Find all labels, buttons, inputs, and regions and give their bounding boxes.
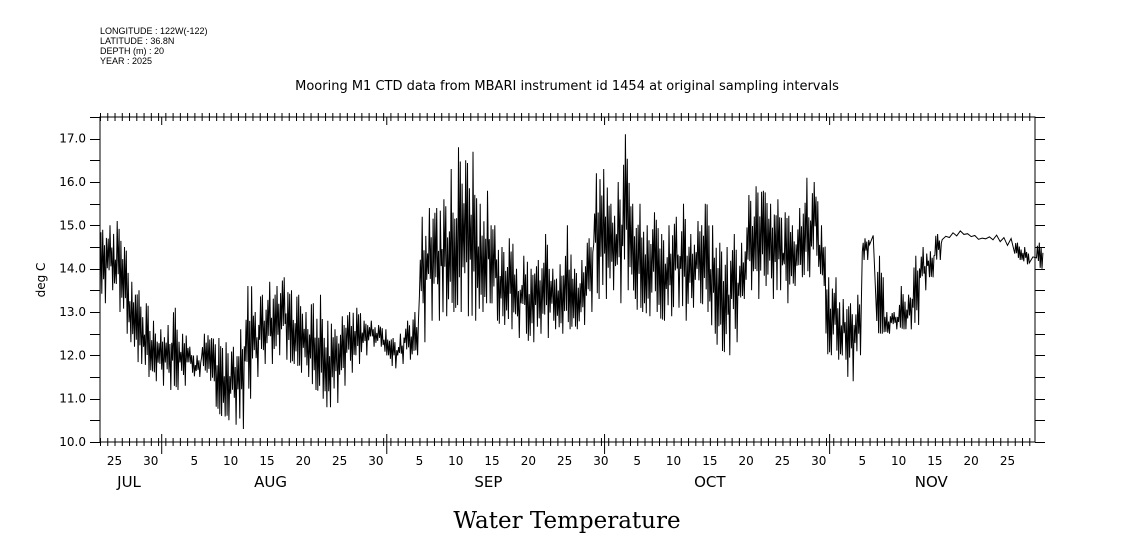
axis-ticks xyxy=(90,113,1045,454)
x-tick-label: 20 xyxy=(296,454,311,468)
x-tick-label: 5 xyxy=(858,454,866,468)
chart-caption: Water Temperature xyxy=(453,508,680,534)
x-tick-label: 30 xyxy=(143,454,158,468)
y-tick-label: 13.0 xyxy=(59,305,86,319)
x-tick-label: 20 xyxy=(738,454,753,468)
x-tick-label: 10 xyxy=(666,454,681,468)
year-label: YEAR : 2025 xyxy=(100,56,153,66)
x-tick-label: 25 xyxy=(332,454,347,468)
x-tick-label: 15 xyxy=(927,454,942,468)
x-tick-label: 15 xyxy=(259,454,274,468)
x-tick-label: 15 xyxy=(484,454,499,468)
chart-title: Mooring M1 CTD data from MBARI instrumen… xyxy=(295,79,839,94)
x-tick-label: 30 xyxy=(368,454,383,468)
x-tick-label: 10 xyxy=(891,454,906,468)
series-line xyxy=(99,134,1044,430)
x-tick-label: 25 xyxy=(775,454,790,468)
y-tick-label: 14.0 xyxy=(59,262,86,276)
x-tick-label: 15 xyxy=(702,454,717,468)
y-tick-label: 17.0 xyxy=(59,132,86,146)
y-axis-label: deg C xyxy=(34,263,48,298)
x-tick-label: 25 xyxy=(1000,454,1015,468)
month-label: JUL xyxy=(116,473,141,491)
plot-metadata: LONGITUDE : 122W(-122) LATITUDE : 36.8N … xyxy=(100,26,208,66)
y-tick-label: 11.0 xyxy=(59,392,86,406)
x-tick-label: 30 xyxy=(593,454,608,468)
x-tick-label: 5 xyxy=(416,454,424,468)
x-tick-label: 5 xyxy=(191,454,199,468)
longitude-label: LONGITUDE : 122W(-122) xyxy=(100,26,208,36)
x-tick-label: 20 xyxy=(521,454,536,468)
month-label: OCT xyxy=(694,473,726,491)
x-tick-label: 10 xyxy=(223,454,238,468)
x-tick-label: 5 xyxy=(633,454,641,468)
x-tick-label: 25 xyxy=(557,454,572,468)
y-tick-label: 10.0 xyxy=(59,435,86,449)
month-label: SEP xyxy=(474,473,502,491)
x-tick-label: 25 xyxy=(107,454,122,468)
axis-labels: 25 30 5 10 15 20 25 30 5 10 15 20 25 30 5 10 15 20 25 30 5 10… xyxy=(59,132,1015,491)
month-label: NOV xyxy=(915,473,949,491)
depth-label: DEPTH (m) : 20 xyxy=(100,46,165,56)
x-tick-label: 20 xyxy=(964,454,979,468)
x-tick-label: 10 xyxy=(448,454,463,468)
latitude-label: LATITUDE : 36.8N xyxy=(100,36,175,46)
month-label: AUG xyxy=(254,473,287,491)
y-tick-label: 16.0 xyxy=(59,175,86,189)
x-tick-label: 30 xyxy=(811,454,826,468)
y-tick-label: 12.0 xyxy=(59,348,86,362)
y-tick-label: 15.0 xyxy=(59,218,86,232)
